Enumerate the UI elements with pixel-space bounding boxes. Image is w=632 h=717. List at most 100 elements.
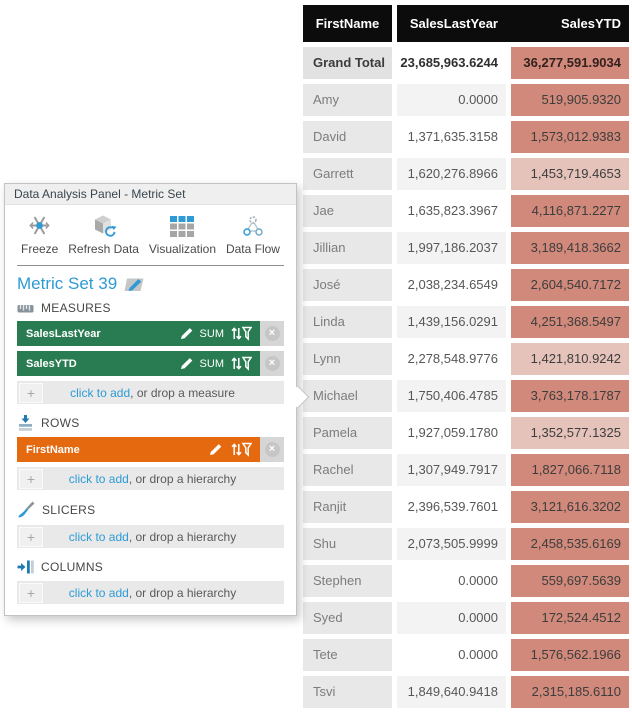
plus-icon: + xyxy=(19,582,43,603)
add-measure-text: click to add, or drop a measure xyxy=(70,385,235,400)
cell-salesytd: 172,524.4512 xyxy=(511,602,629,634)
table-row[interactable]: Linda 1,439,156.0291 4,251,368.5497 xyxy=(303,306,629,338)
sort-filter-icon[interactable] xyxy=(231,326,252,341)
column-header-values-group: SalesLastYear SalesYTD xyxy=(397,5,629,42)
edit-metric-set-icon[interactable] xyxy=(124,276,145,293)
freeze-button[interactable]: Freeze xyxy=(21,212,58,256)
table-row[interactable]: Pamela 1,927,059.1780 1,352,577.1325 xyxy=(303,417,629,449)
measures-icon xyxy=(17,302,34,315)
add-slicer-row[interactable]: + click to add, or drop a hierarchy xyxy=(17,525,284,548)
cell-saleslastyear: 1,997,186.2037 xyxy=(397,232,506,264)
column-header-salesytd[interactable]: SalesYTD xyxy=(561,16,621,31)
cell-firstname: Pamela xyxy=(303,417,392,449)
table-row[interactable]: Syed 0.0000 172,524.4512 xyxy=(303,602,629,634)
measures-pill-list: SalesLastYear SUM × SalesYTD SUM × xyxy=(5,321,296,376)
columns-section-label: COLUMNS xyxy=(41,560,104,574)
metric-set-name[interactable]: Metric Set 39 xyxy=(17,274,118,293)
cell-salesytd: 3,763,178.1787 xyxy=(511,380,629,412)
cell-firstname: Jae xyxy=(303,195,392,227)
pill-label: FirstName xyxy=(26,443,80,456)
close-icon: × xyxy=(264,326,280,341)
sort-filter-icon[interactable] xyxy=(231,442,252,457)
click-to-add-measure-link[interactable]: click to add xyxy=(70,385,131,400)
pill-label: SalesYTD xyxy=(26,357,77,370)
cell-saleslastyear: 1,849,640.9418 xyxy=(397,676,506,708)
rows-pill-list: FirstName × xyxy=(5,437,296,462)
cell-saleslastyear: 0.0000 xyxy=(397,84,506,116)
add-measure-row[interactable]: + click to add, or drop a measure xyxy=(17,381,284,404)
column-header-firstname[interactable]: FirstName xyxy=(303,5,392,42)
cell-firstname: Ranjit xyxy=(303,491,392,523)
add-slicer-text: click to add, or drop a hierarchy xyxy=(68,529,237,544)
table-row[interactable]: Jillian 1,997,186.2037 3,189,418.3662 xyxy=(303,232,629,264)
cell-firstname: Stephen xyxy=(303,565,392,597)
data-flow-label: Data Flow xyxy=(225,242,280,256)
table-row[interactable]: Amy 0.0000 519,905.9320 xyxy=(303,84,629,116)
edit-pencil-icon[interactable] xyxy=(209,443,223,456)
aggregator-label[interactable]: SUM xyxy=(199,357,224,370)
remove-pill-button[interactable]: × xyxy=(260,437,284,462)
cell-saleslastyear: 1,927,059.1780 xyxy=(397,417,506,449)
columns-section-header: COLUMNS xyxy=(5,552,296,581)
plus-icon: + xyxy=(19,382,43,403)
cell-salesytd: 2,315,185.6110 xyxy=(511,676,629,708)
aggregator-label[interactable]: SUM xyxy=(199,327,224,340)
cell-salesytd: 4,251,368.5497 xyxy=(511,306,629,338)
table-row[interactable]: Ranjit 2,396,539.7601 3,121,616.3202 xyxy=(303,491,629,523)
add-column-row[interactable]: + click to add, or drop a hierarchy xyxy=(17,581,284,604)
cell-firstname: Amy xyxy=(303,84,392,116)
measures-section-label: MEASURES xyxy=(41,301,111,315)
remove-pill-button[interactable]: × xyxy=(260,321,284,346)
cell-saleslastyear: 1,635,823.3967 xyxy=(397,195,506,227)
grand-total-row[interactable]: Grand Total 23,685,963.6244 36,277,591.903… xyxy=(303,47,629,79)
click-to-add-row-link[interactable]: click to add xyxy=(68,471,129,486)
SalesLastYear-pill[interactable]: SalesLastYear SUM × xyxy=(17,321,284,346)
table-row[interactable]: Tete 0.0000 1,576,562.1966 xyxy=(303,639,629,671)
data-analysis-panel: Data Analysis Panel - Metric Set Freeze xyxy=(4,183,297,616)
table-row[interactable]: Lynn 2,278,548.9776 1,421,810.9242 xyxy=(303,343,629,375)
data-flow-button[interactable]: Data Flow xyxy=(226,212,280,256)
table-row[interactable]: Jae 1,635,823.3967 4,116,871.2277 xyxy=(303,195,629,227)
column-header-saleslastyear[interactable]: SalesLastYear xyxy=(409,16,498,31)
visualization-button[interactable]: Visualization xyxy=(149,212,216,256)
cell-salesytd: 1,421,810.9242 xyxy=(511,343,629,375)
table-row[interactable]: Tsvi 1,849,640.9418 2,315,185.6110 xyxy=(303,676,629,708)
cell-firstname: José xyxy=(303,269,392,301)
table-row[interactable]: Garrett 1,620,276.8966 1,453,719.4653 xyxy=(303,158,629,190)
table-row[interactable]: Rachel 1,307,949.7917 1,827,066.7118 xyxy=(303,454,629,486)
cell-saleslastyear: 0.0000 xyxy=(397,565,506,597)
table-row[interactable]: José 2,038,234.6549 2,604,540.7172 xyxy=(303,269,629,301)
cell-salesytd: 559,697.5639 xyxy=(511,565,629,597)
panel-title-bar[interactable]: Data Analysis Panel - Metric Set xyxy=(5,184,296,205)
remove-pill-button[interactable]: × xyxy=(260,351,284,376)
add-row-hierarchy-row[interactable]: + click to add, or drop a hierarchy xyxy=(17,467,284,490)
edit-pencil-icon[interactable] xyxy=(180,327,194,340)
cell-firstname: Syed xyxy=(303,602,392,634)
table-row[interactable]: Michael 1,750,406.4785 3,763,178.1787 xyxy=(303,380,629,412)
cell-saleslastyear: 1,439,156.0291 xyxy=(397,306,506,338)
table-row[interactable]: Shu 2,073,505.9999 2,458,535.6169 xyxy=(303,528,629,560)
freeze-label: Freeze xyxy=(21,242,59,256)
click-to-add-slicer-link[interactable]: click to add xyxy=(68,529,129,544)
click-to-add-column-link[interactable]: click to add xyxy=(68,585,129,600)
table-row[interactable]: David 1,371,635.3158 1,573,012.9383 xyxy=(303,121,629,153)
cell-salesytd: 2,604,540.7172 xyxy=(511,269,629,301)
slicers-icon xyxy=(17,501,35,519)
table-row[interactable]: Stephen 0.0000 559,697.5639 xyxy=(303,565,629,597)
close-icon: × xyxy=(264,356,280,371)
refresh-data-button[interactable]: Refresh Data xyxy=(68,212,139,256)
rows-section-header: ROWS xyxy=(5,408,296,437)
cell-saleslastyear: 1,750,406.4785 xyxy=(397,380,506,412)
FirstName-pill[interactable]: FirstName × xyxy=(17,437,284,462)
cell-salesytd: 3,121,616.3202 xyxy=(511,491,629,523)
edit-pencil-icon[interactable] xyxy=(180,357,194,370)
SalesYTD-pill[interactable]: SalesYTD SUM × xyxy=(17,351,284,376)
freeze-icon xyxy=(26,212,53,239)
cell-saleslastyear: 2,396,539.7601 xyxy=(397,491,506,523)
plus-icon: + xyxy=(19,468,43,489)
cell-saleslastyear: 2,073,505.9999 xyxy=(397,528,506,560)
sort-filter-icon[interactable] xyxy=(231,356,252,371)
slicers-section-label: SLICERS xyxy=(42,503,96,517)
cell-saleslastyear: 23,685,963.6244 xyxy=(397,47,506,79)
cell-firstname: Lynn xyxy=(303,343,392,375)
